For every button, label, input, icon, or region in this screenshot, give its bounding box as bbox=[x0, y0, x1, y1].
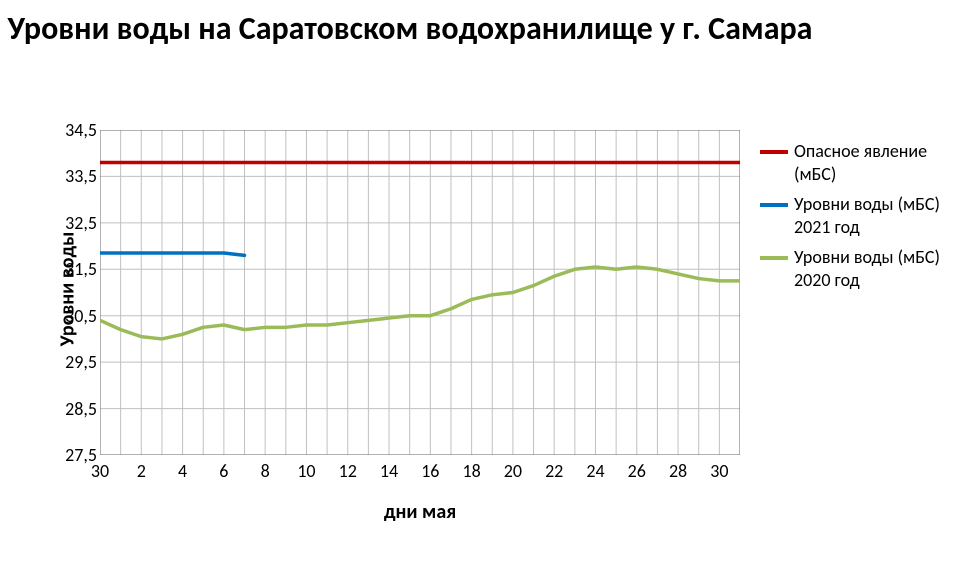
legend-label: Уровни воды (мБС) 2020 год bbox=[794, 246, 950, 293]
x-tick: 30 bbox=[710, 460, 728, 482]
x-tick: 14 bbox=[380, 460, 398, 482]
x-tick: 16 bbox=[421, 460, 439, 482]
plot-area bbox=[100, 130, 740, 455]
x-tick: 20 bbox=[504, 460, 522, 482]
y-tick: 34,5 bbox=[65, 119, 97, 141]
legend-item: Опасное явление (мБС) bbox=[760, 140, 950, 187]
legend-swatch bbox=[760, 150, 788, 154]
x-tick: 28 bbox=[669, 460, 687, 482]
y-tick-labels: 27,528,529,530,531,532,533,534,5 bbox=[45, 130, 97, 455]
x-tick: 8 bbox=[261, 460, 270, 482]
y-tick: 30,5 bbox=[65, 305, 97, 327]
x-tick: 22 bbox=[545, 460, 563, 482]
legend-item: Уровни воды (мБС) 2021 год bbox=[760, 193, 950, 240]
x-tick: 30 bbox=[91, 460, 109, 482]
x-axis-label: дни мая bbox=[100, 500, 740, 524]
x-tick: 6 bbox=[219, 460, 228, 482]
x-tick: 24 bbox=[586, 460, 604, 482]
x-tick-labels: 3024681012141618202224262830 bbox=[100, 460, 740, 484]
x-tick: 2 bbox=[137, 460, 146, 482]
legend-swatch bbox=[760, 203, 788, 207]
chart-container: Уровни воды на Саратовском водохранилище… bbox=[0, 0, 962, 578]
x-tick: 4 bbox=[178, 460, 187, 482]
y-tick: 28,5 bbox=[65, 398, 97, 420]
y-tick: 33,5 bbox=[65, 165, 97, 187]
legend-label: Опасное явление (мБС) bbox=[794, 140, 950, 187]
x-tick: 10 bbox=[297, 460, 315, 482]
legend-item: Уровни воды (мБС) 2020 год bbox=[760, 246, 950, 293]
x-tick: 12 bbox=[339, 460, 357, 482]
legend-swatch bbox=[760, 256, 788, 260]
y-tick: 31,5 bbox=[65, 258, 97, 280]
legend-label: Уровни воды (мБС) 2021 год bbox=[794, 193, 950, 240]
x-tick: 18 bbox=[462, 460, 480, 482]
legend: Опасное явление (мБС) Уровни воды (мБС) 2… bbox=[760, 140, 950, 298]
y-tick: 29,5 bbox=[65, 351, 97, 373]
chart-svg bbox=[100, 130, 740, 455]
y-tick: 32,5 bbox=[65, 212, 97, 234]
x-tick: 26 bbox=[628, 460, 646, 482]
